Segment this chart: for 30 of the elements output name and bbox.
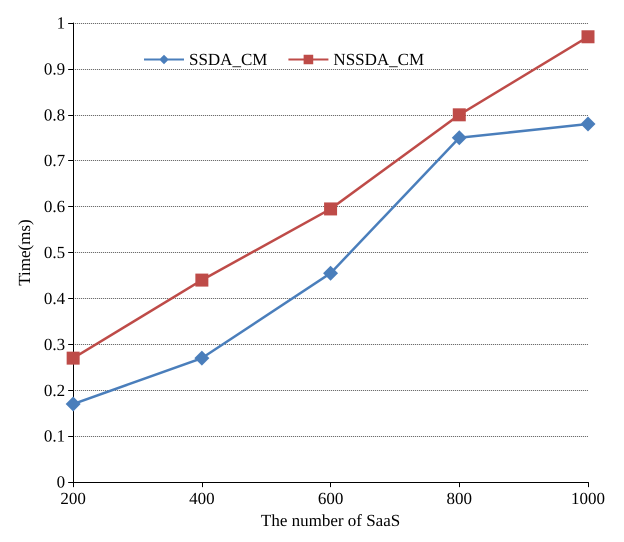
point — [582, 30, 594, 44]
point — [195, 274, 208, 287]
y-axis-title: Time(ms) — [15, 219, 34, 286]
y-tick-label: 0 — [56, 472, 66, 492]
x-tick-label: 600 — [318, 489, 344, 508]
x-axis-title: The number of SaaS — [260, 511, 400, 530]
point — [324, 202, 338, 216]
y-tick-label: 0.8 — [44, 105, 66, 124]
point — [580, 116, 596, 132]
point — [323, 266, 338, 281]
y-tick-label: 0.4 — [44, 288, 66, 308]
x-tick-label: 1000 — [571, 489, 605, 508]
y-tick-label: 0.1 — [44, 426, 66, 446]
x-tick-label: 200 — [60, 489, 86, 508]
point — [66, 396, 81, 412]
y-tick-label: 1 — [56, 14, 66, 32]
y-tick-label: 0.6 — [44, 197, 66, 216]
y-tick-label: 0.2 — [44, 380, 66, 400]
y-tick-label: 0.7 — [44, 151, 66, 170]
point — [452, 108, 466, 122]
legend-label: SSDA_CM — [189, 50, 268, 69]
y-tick-label: 0.3 — [44, 334, 66, 354]
x-tick-label: 400 — [189, 489, 215, 508]
point — [194, 350, 210, 366]
y-tick-label: 0.5 — [44, 243, 66, 262]
y-tick-label: 0.9 — [44, 59, 66, 78]
legend-label: NSSDA_CM — [333, 50, 424, 69]
point — [66, 352, 80, 365]
point — [452, 130, 467, 146]
x-tick-label: 800 — [446, 489, 472, 508]
